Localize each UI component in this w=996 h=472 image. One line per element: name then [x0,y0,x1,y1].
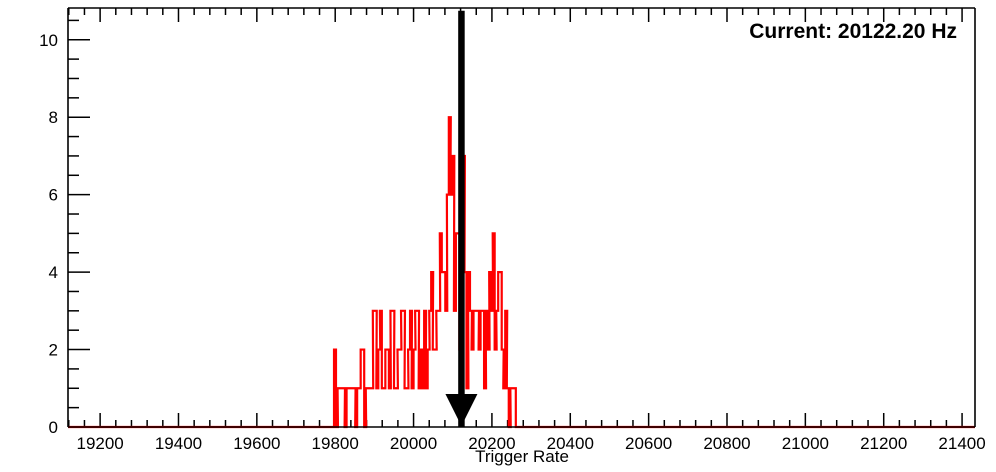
y-tick-label: 4 [49,263,58,282]
x-tick-label: 20400 [547,434,594,453]
x-tick-label: 20600 [625,434,672,453]
y-axis: 0 2 4 6 8 10 [39,19,90,437]
histogram-outline [68,116,975,429]
status-badge: Current: 20122.20 Hz [749,20,957,43]
x-tick-label: 19400 [155,434,202,453]
marker-arrow-icon [445,394,478,426]
x-tick-label: 21000 [782,434,829,453]
x-tick-label: 21200 [860,434,907,453]
x-axis: 19200 19400 19600 19800 20000 20200 20400 20600… [68,8,986,453]
x-tick-label: 20200 [468,434,515,453]
histogram-series [68,116,975,429]
x-tick-label: 21400 [938,434,985,453]
current-rate-marker [445,10,478,427]
y-tick-label: 6 [49,186,58,205]
x-tick-label: 19800 [312,434,359,453]
x-tick-label: 19600 [233,434,280,453]
x-axis-title: Trigger Rate [475,447,569,466]
y-tick-label: 8 [49,108,58,127]
y-tick-label: 0 [49,418,58,437]
x-tick-label: 20800 [703,434,750,453]
plot-frame [67,7,976,428]
y-tick-label: 10 [39,31,58,50]
x-tick-label: 20000 [390,434,437,453]
y-tick-label: 2 [49,341,58,360]
x-tick-label: 19200 [76,434,123,453]
